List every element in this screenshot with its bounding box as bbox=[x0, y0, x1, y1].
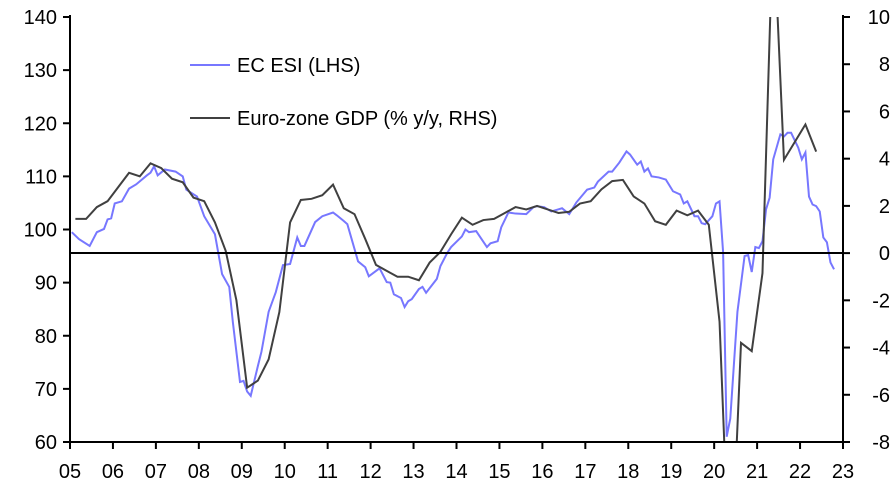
right-tick-label: -2 bbox=[872, 290, 890, 312]
x-tick-label: 07 bbox=[145, 461, 167, 483]
x-tick-label: 11 bbox=[317, 461, 338, 483]
right-tick-label: 0 bbox=[879, 243, 890, 265]
right-tick-label: -4 bbox=[872, 338, 890, 360]
x-tick-label: 14 bbox=[445, 461, 467, 483]
right-tick-label: 8 bbox=[879, 54, 890, 76]
right-tick-label: 2 bbox=[879, 196, 890, 218]
x-tick-label: 10 bbox=[274, 461, 296, 483]
left-tick-label: 130 bbox=[24, 60, 57, 82]
x-tick-label: 23 bbox=[832, 461, 854, 483]
series-line-esi bbox=[71, 131, 835, 437]
x-tick-label: 21 bbox=[746, 461, 768, 483]
left-tick-label: 120 bbox=[24, 113, 57, 135]
x-tick-label: 19 bbox=[660, 461, 682, 483]
x-tick-label: 20 bbox=[703, 461, 725, 483]
x-tick-label: 05 bbox=[59, 461, 81, 483]
x-tick-label: 09 bbox=[231, 461, 253, 483]
axes bbox=[69, 15, 844, 443]
x-tick-label: 08 bbox=[188, 461, 210, 483]
right-tick-label: 6 bbox=[879, 101, 890, 123]
series-line-gdp bbox=[75, 16, 818, 443]
x-tick-label: 16 bbox=[531, 461, 553, 483]
x-tick-label: 18 bbox=[617, 461, 639, 483]
left-tick-label: 90 bbox=[35, 273, 57, 295]
left-tick-label: 110 bbox=[25, 166, 57, 188]
legend-label-gdp: Euro-zone GDP (% y/y, RHS) bbox=[237, 108, 497, 130]
plot-area bbox=[71, 16, 835, 443]
legend: EC ESI (LHS) Euro-zone GDP (% y/y, RHS) bbox=[190, 55, 497, 130]
left-tick-label: 100 bbox=[24, 220, 57, 242]
right-tick-label: 4 bbox=[879, 149, 890, 171]
right-tick-label: 10 bbox=[868, 7, 890, 29]
x-tick-label: 17 bbox=[574, 461, 596, 483]
legend-label-esi: EC ESI (LHS) bbox=[237, 55, 360, 77]
x-tick-label: 12 bbox=[359, 461, 381, 483]
left-tick-label: 140 bbox=[24, 7, 57, 29]
left-tick-label: 80 bbox=[35, 326, 57, 348]
right-tick-label: -6 bbox=[872, 385, 890, 407]
x-tick-label: 15 bbox=[488, 461, 510, 483]
x-tick-label: 13 bbox=[402, 461, 424, 483]
left-tick-label: 60 bbox=[35, 432, 57, 454]
x-tick-label: 22 bbox=[789, 461, 811, 483]
right-tick-label: -8 bbox=[872, 432, 890, 454]
left-tick-label: 70 bbox=[35, 379, 57, 401]
x-tick-label: 06 bbox=[102, 461, 124, 483]
